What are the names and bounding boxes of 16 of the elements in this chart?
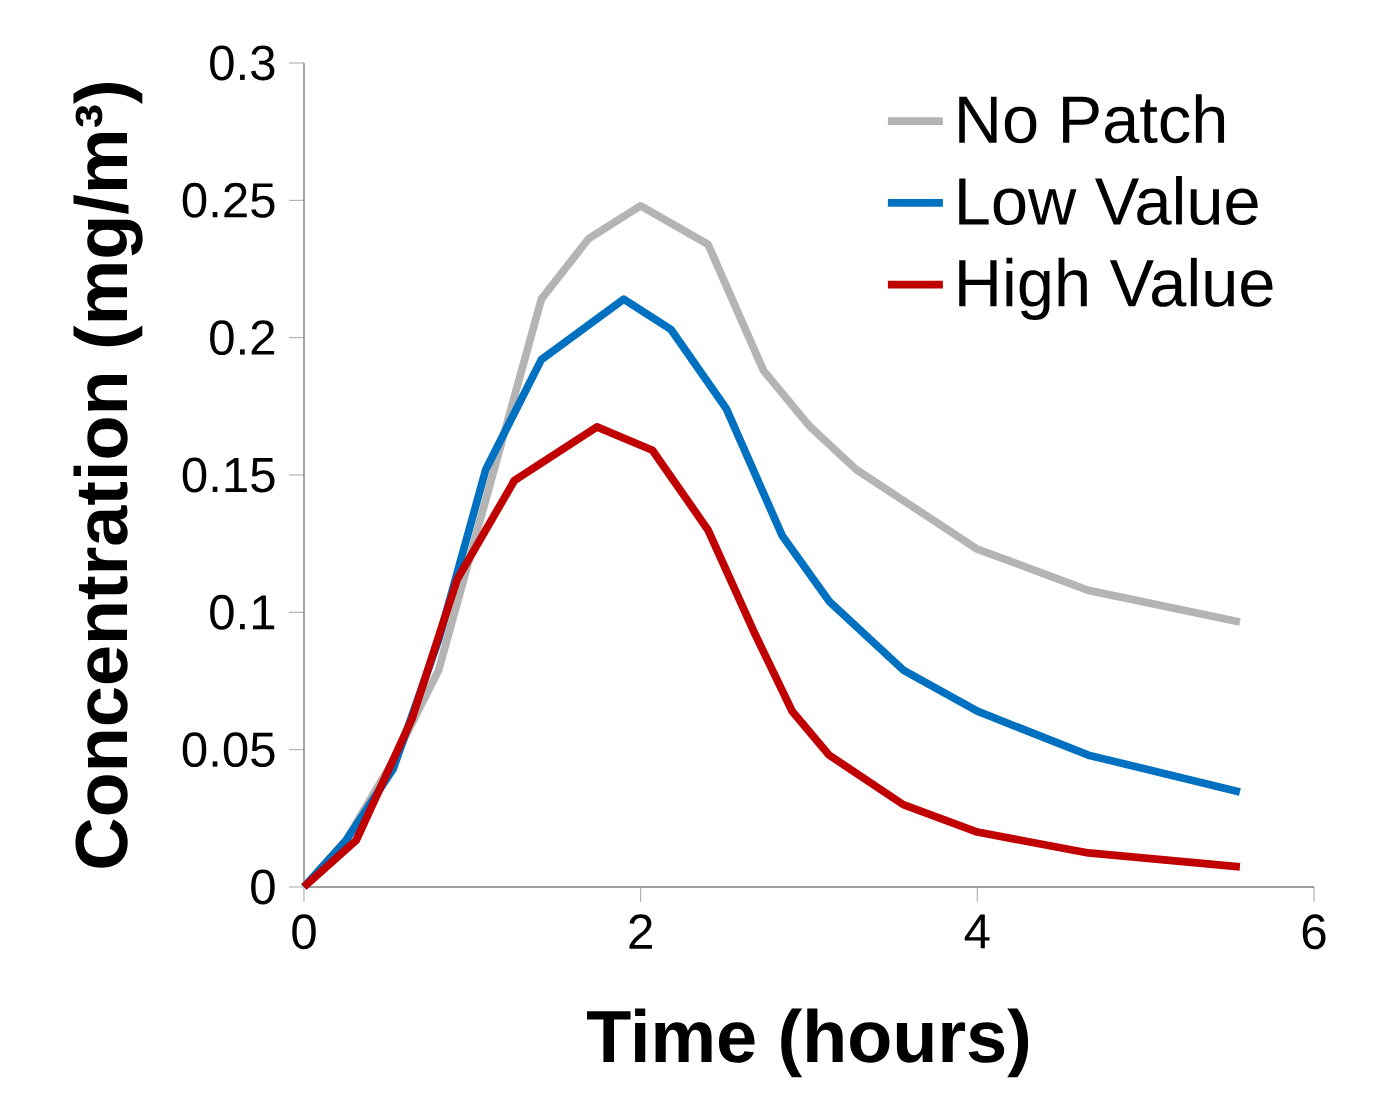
y-tick-label: 0.1	[210, 594, 275, 630]
legend-label: No Patch	[959, 94, 1225, 144]
x-tick-label: 0	[292, 914, 316, 950]
y-tick-label: 0.05	[182, 732, 275, 768]
y-tick-label: 0.25	[182, 182, 275, 218]
x-tick-label: 2	[629, 914, 652, 949]
x-tick-label: 6	[1302, 914, 1326, 950]
y-tick-label: 0.2	[210, 320, 275, 356]
y-tick-label: 0.3	[210, 45, 275, 81]
y-tick-label: 0	[251, 869, 275, 905]
y-axis-title: Concentration (mg/m³)	[73, 83, 143, 868]
y-tick-label: 0.15	[182, 457, 275, 493]
x-tick-label: 4	[964, 914, 990, 949]
legend-label: Low Value	[959, 176, 1258, 226]
x-axis-title: Time (hours)	[587, 1008, 1029, 1078]
legend-label: High Value	[959, 257, 1273, 321]
